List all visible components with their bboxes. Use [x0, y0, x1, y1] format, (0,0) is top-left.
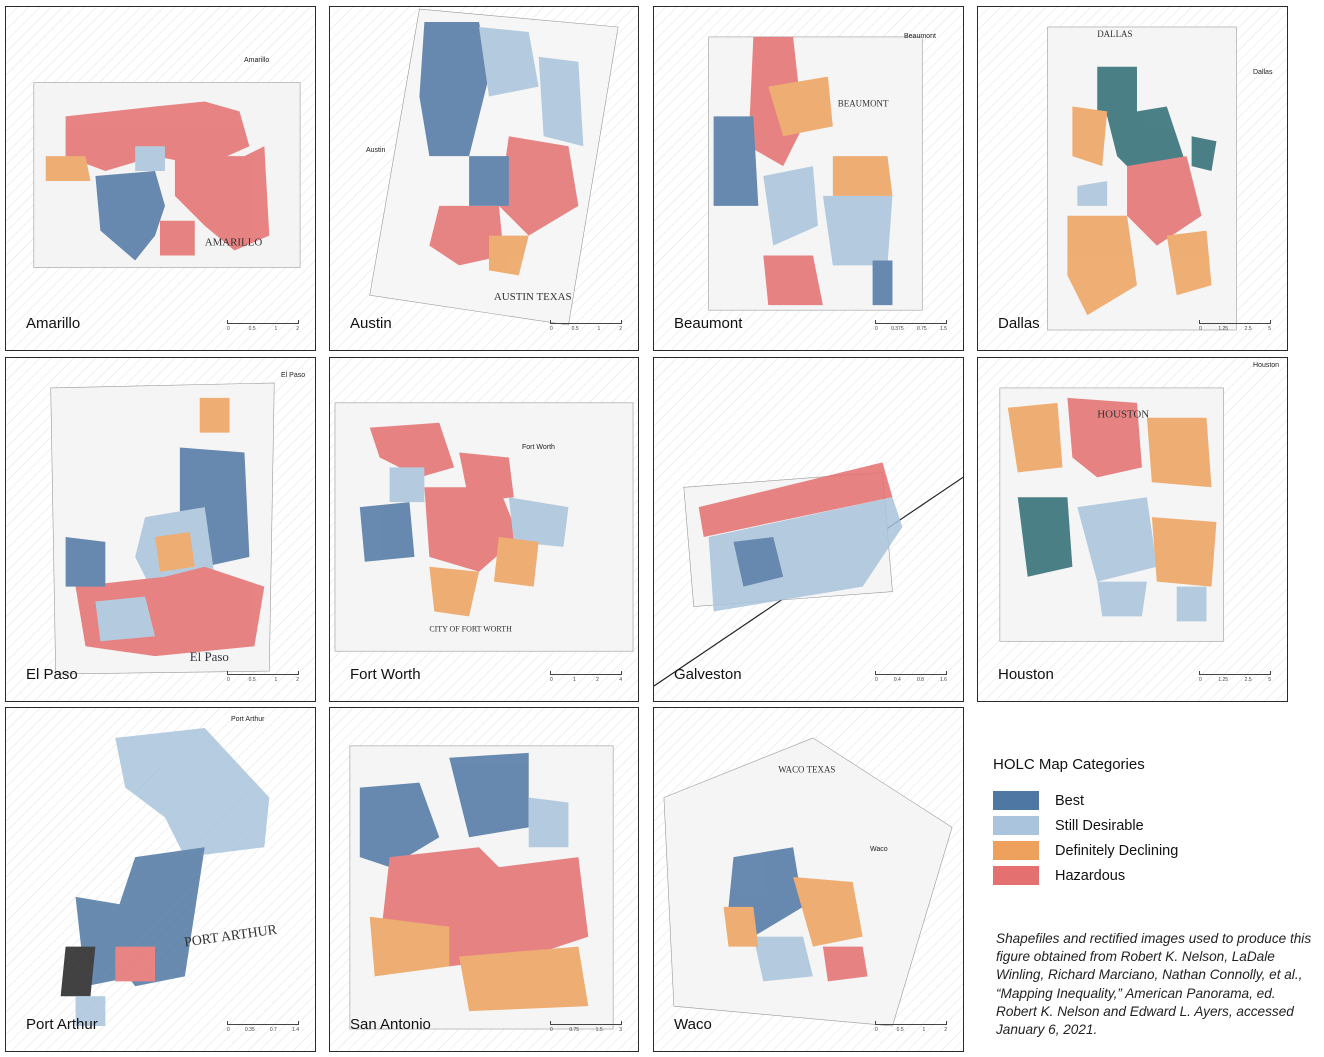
- city-label-san-antonio: San Antonio: [350, 1016, 431, 1033]
- scale-bar: 0 0.35 0.7 1.4: [227, 1021, 299, 1035]
- legend-swatch: [993, 841, 1039, 860]
- scale-bar: 0 0.5 1 2: [550, 320, 622, 334]
- corner-label: Waco: [870, 846, 888, 853]
- map-panel-san-antonio: San Antonio 0 0.75 1.5 3: [329, 707, 639, 1052]
- scale-bar: 0 1.25 2.5 5: [1199, 671, 1271, 685]
- map-panel-fort-worth: CITY OF FORT WORTH Fort Worth Fort Worth…: [329, 357, 639, 702]
- svg-text:BEAUMONT: BEAUMONT: [838, 98, 889, 108]
- scale-bar: 0 0.75 1.5 3: [550, 1021, 622, 1035]
- corner-label: Beaumont: [904, 33, 936, 40]
- holc-legend: HOLC Map Categories Best Still Desirable…: [993, 756, 1293, 888]
- city-label-fort-worth: Fort Worth: [350, 666, 421, 683]
- city-label-el-paso: El Paso: [26, 666, 78, 683]
- city-label-port-arthur: Port Arthur: [26, 1016, 98, 1033]
- legend-item-hazardous: Hazardous: [993, 863, 1293, 888]
- map-panel-port-arthur: PORT ARTHUR Port Arthur Port Arthur 0 0.3…: [5, 707, 316, 1052]
- legend-swatch: [993, 816, 1039, 835]
- city-label-waco: Waco: [674, 1016, 712, 1033]
- legend-item-still-desirable: Still Desirable: [993, 813, 1293, 838]
- beaumont-map-graphic: BEAUMONT: [654, 7, 963, 350]
- corner-label: Port Arthur: [231, 716, 265, 723]
- svg-text:WACO TEXAS: WACO TEXAS: [778, 765, 835, 775]
- legend-swatch: [993, 866, 1039, 885]
- amarillo-map-graphic: AMARILLO: [6, 7, 315, 350]
- scale-bar: 0 1.25 2.5 5: [1199, 320, 1271, 334]
- city-label-houston: Houston: [998, 666, 1054, 683]
- map-panel-waco: WACO TEXAS Waco Waco 0 0.5 1 2: [653, 707, 964, 1052]
- legend-label: Best: [1055, 792, 1085, 809]
- city-label-beaumont: Beaumont: [674, 315, 743, 332]
- city-label-austin: Austin: [350, 315, 392, 332]
- svg-text:AUSTIN TEXAS: AUSTIN TEXAS: [494, 291, 572, 303]
- svg-text:AMARILLO: AMARILLO: [205, 237, 263, 249]
- map-panel-austin: AUSTIN TEXAS Austin Austin 0 0.5 1 2: [329, 6, 639, 351]
- legend-title: HOLC Map Categories: [993, 756, 1145, 773]
- fort-worth-map-graphic: CITY OF FORT WORTH: [330, 358, 638, 701]
- austin-map-graphic: AUSTIN TEXAS: [330, 7, 638, 350]
- corner-label: El Paso: [281, 372, 306, 379]
- corner-label: Houston: [1253, 362, 1280, 369]
- map-panel-el-paso: El Paso El Paso El Paso 0 0.5 1 2: [5, 357, 316, 702]
- port-arthur-map-graphic: PORT ARTHUR: [6, 708, 315, 1051]
- source-note: Shapefiles and rectified images used to …: [996, 931, 1312, 1038]
- map-panel-galveston: Galveston 0 0.4 0.8 1.6: [653, 357, 964, 702]
- svg-text:El Paso: El Paso: [190, 649, 229, 664]
- legend-label: Still Desirable: [1055, 817, 1144, 834]
- scale-bar: 0 0.5 1 2: [227, 320, 299, 334]
- city-label-dallas: Dallas: [998, 315, 1040, 332]
- city-label-amarillo: Amarillo: [26, 315, 81, 332]
- svg-text:DALLAS: DALLAS: [1097, 29, 1132, 39]
- dallas-map-graphic: DALLAS: [978, 7, 1287, 350]
- scale-bar: 0 0.5 1 2: [875, 1021, 947, 1035]
- legend-item-definitely-declining: Definitely Declining: [993, 838, 1293, 863]
- map-panel-beaumont: BEAUMONT Beaumont Beaumont 0 0.375 0.75 1.5: [653, 6, 964, 351]
- svg-text:HOUSTON: HOUSTON: [1097, 409, 1149, 421]
- corner-label: Dallas: [1253, 69, 1273, 76]
- galveston-map-graphic: [654, 358, 963, 701]
- corner-label: Fort Worth: [522, 444, 555, 451]
- city-label-galveston: Galveston: [674, 666, 742, 683]
- el-paso-map-graphic: El Paso: [6, 358, 315, 701]
- map-panel-amarillo: AMARILLO Amarillo Amarillo 0 0.5 1 2: [5, 6, 316, 351]
- scale-bar: 0 0.4 0.8 1.6: [875, 671, 947, 685]
- map-panel-dallas: DALLAS Dallas Dallas 0 1.25 2.5 5: [977, 6, 1288, 351]
- legend-item-best: Best: [993, 788, 1293, 813]
- san-antonio-map-graphic: [330, 708, 638, 1051]
- legend-label: Definitely Declining: [1055, 842, 1179, 859]
- corner-label: Austin: [366, 147, 386, 154]
- legend-label: Hazardous: [1055, 867, 1126, 884]
- scale-bar: 0 0.5 1 2: [227, 671, 299, 685]
- map-panel-houston: HOUSTON Houston Houston 0 1.25 2.5 5: [977, 357, 1288, 702]
- svg-text:CITY OF FORT WORTH: CITY OF FORT WORTH: [429, 624, 512, 633]
- corner-label: Amarillo: [244, 57, 270, 64]
- legend-swatch: [993, 791, 1039, 810]
- scale-bar: 0 0.375 0.75 1.5: [875, 320, 947, 334]
- houston-map-graphic: HOUSTON: [978, 358, 1287, 701]
- waco-map-graphic: WACO TEXAS: [654, 708, 963, 1051]
